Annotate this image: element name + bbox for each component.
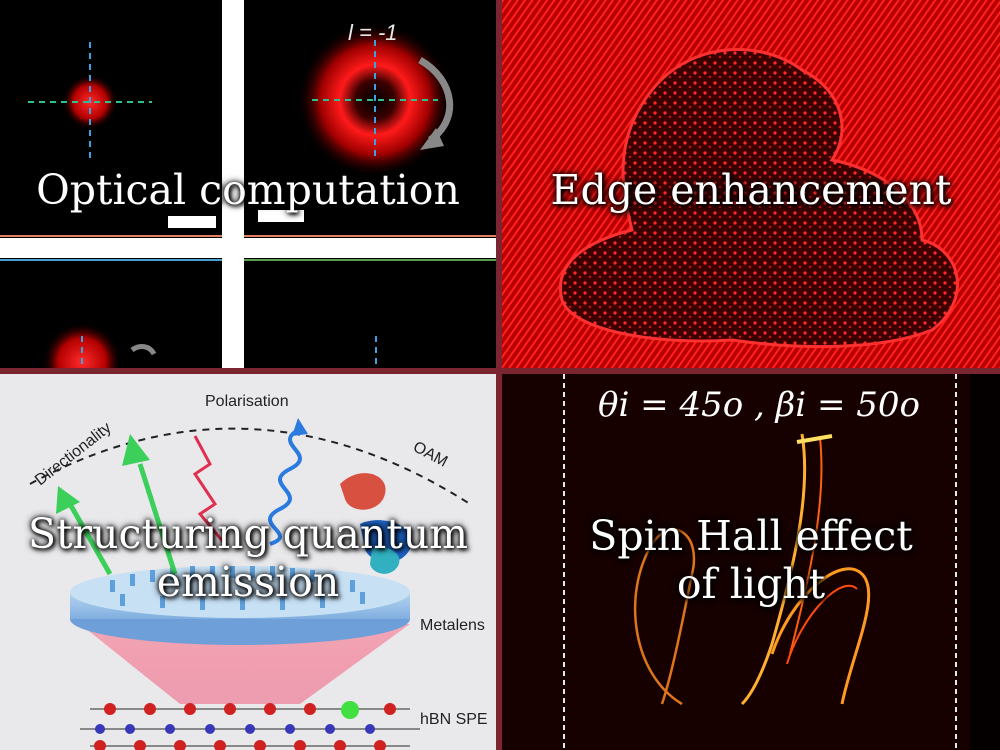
edge-enhancement-panel: Edge enhancement — [502, 0, 1000, 368]
caption-line-1: Spin Hall effect — [589, 512, 913, 560]
quantum-emitter — [341, 701, 359, 719]
optical-computation-figure: l = -1 — [0, 0, 496, 368]
edge-enhancement-figure — [502, 0, 1000, 368]
beam-trace-right — [770, 567, 871, 705]
grid-separator-vertical — [222, 0, 244, 368]
oam-beam-shape — [340, 473, 386, 510]
caption-line-2: emission — [156, 558, 340, 606]
caption-structuring-quantum-emission: Structuring quantum emission — [0, 510, 496, 606]
incidence-angle-equation: θi = 45o , βi = 50o — [598, 385, 920, 425]
beam-trace-center — [740, 433, 807, 706]
beam-trace-left — [633, 528, 696, 706]
optical-computation-panel: l = -1 Optical computation — [0, 0, 496, 368]
caption-line-2: of light — [676, 560, 826, 608]
label-polarisation: Polarisation — [205, 393, 289, 410]
topological-charge-label: l = -1 — [348, 20, 398, 45]
specimen-outline — [559, 48, 959, 349]
spin-hall-figure: θi = 45o , βi = 50o — [502, 374, 1000, 750]
caption-edge-enhancement: Edge enhancement — [550, 166, 952, 214]
polarisation-wave-blue — [268, 427, 302, 546]
directionality-arrow — [122, 434, 150, 466]
rotation-arrow — [418, 56, 454, 143]
label-metalens: Metalens — [420, 617, 485, 634]
polarisation-wave-red — [192, 435, 227, 545]
metalens-figure: Polarisation Directionality OAM Metalens… — [0, 374, 496, 750]
spin-hall-panel: θi = 45o , βi = 50o Spin Hall effect of … — [502, 374, 1000, 750]
grid-separator-horizontal — [0, 238, 496, 258]
caption-spin-hall-effect: Spin Hall effect of light — [502, 512, 1000, 608]
quantum-emission-panel: Polarisation Directionality OAM Metalens… — [0, 374, 496, 750]
label-hbn-spe: hBN SPE — [420, 711, 488, 728]
caption-line-1: Structuring quantum — [27, 510, 469, 558]
caption-optical-computation: Optical computation — [36, 166, 460, 214]
